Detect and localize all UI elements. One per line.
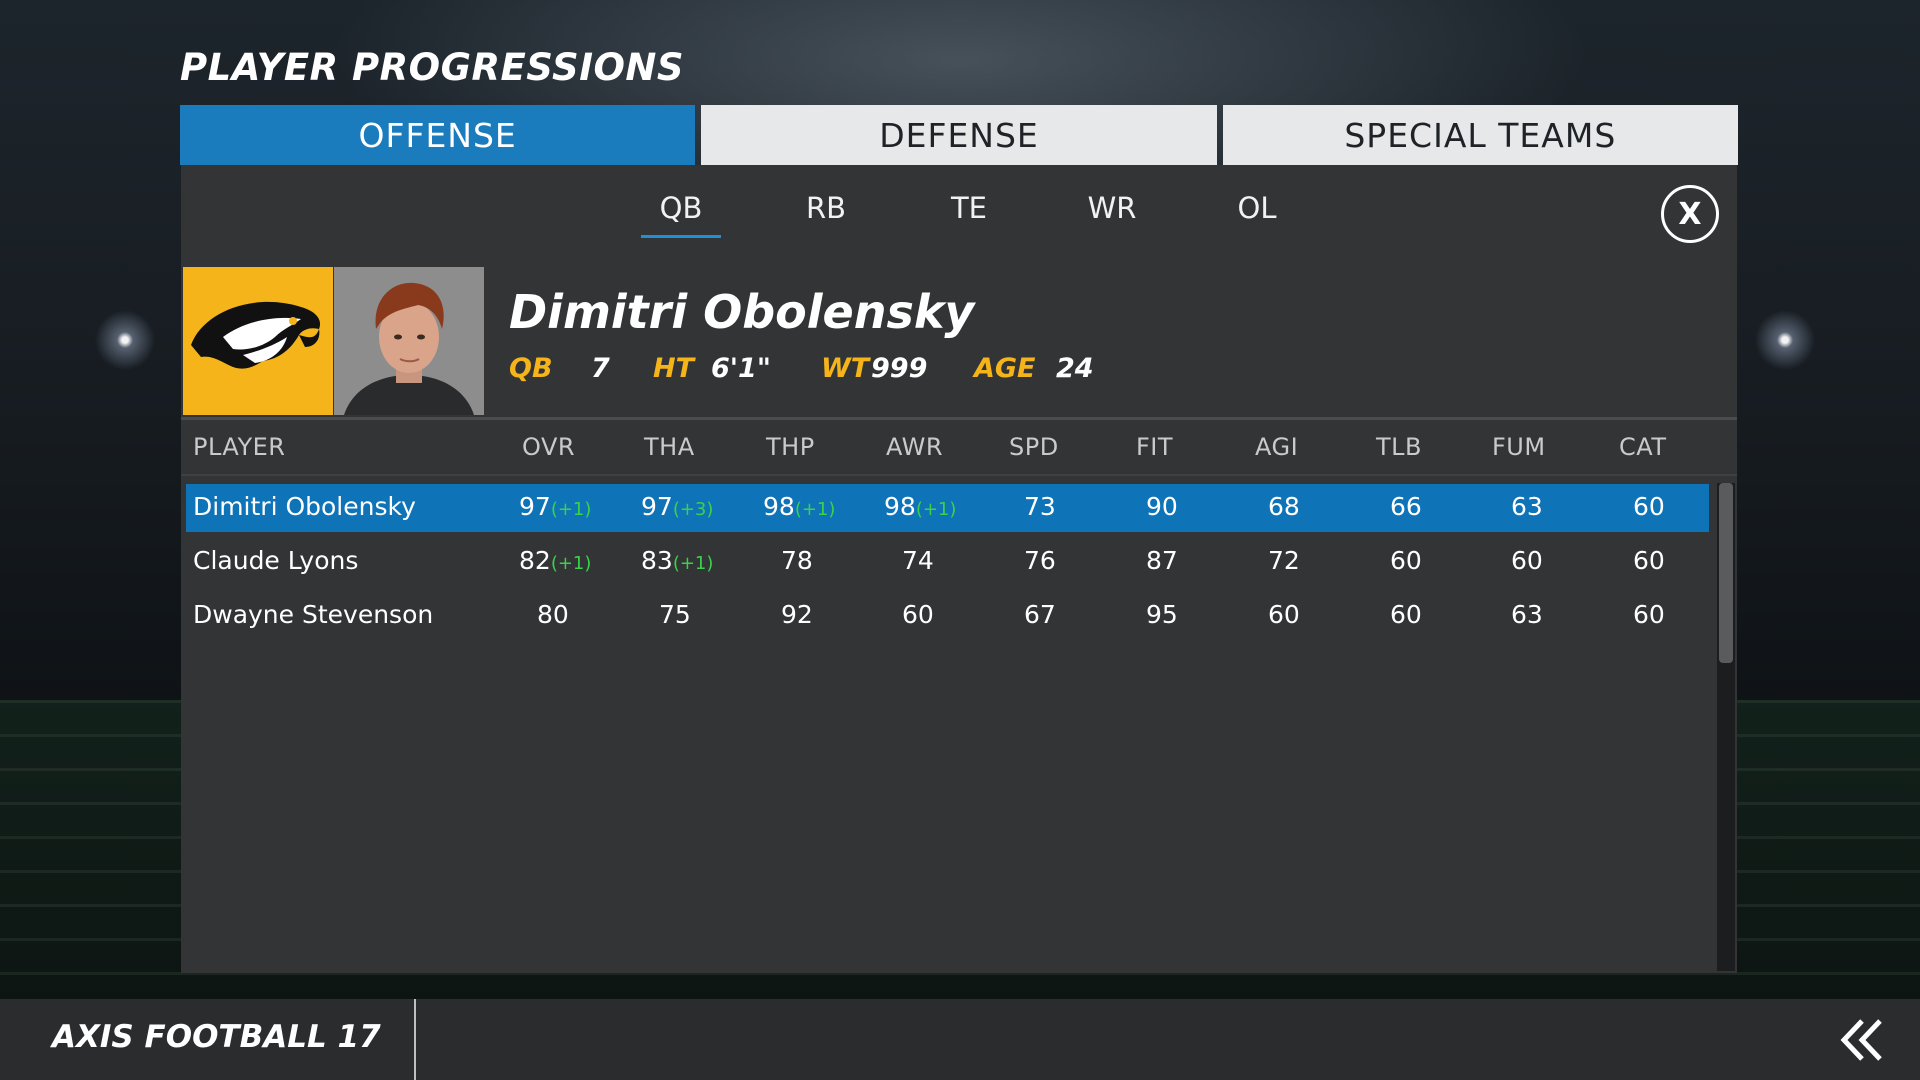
category-tabs: OFFENSE DEFENSE SPECIAL TEAMS: [180, 105, 1738, 165]
page-title: PLAYER PROGRESSIONS: [180, 46, 685, 89]
ovr-delta: (+1): [550, 553, 592, 574]
footer-divider: [414, 999, 416, 1080]
thp-cell: 78: [781, 546, 813, 575]
pos-tab-wr[interactable]: WR: [1087, 191, 1137, 225]
fum-cell: 63: [1511, 600, 1543, 629]
col-header-tlb[interactable]: TLB: [1376, 433, 1422, 461]
eagle-logo-icon: [191, 301, 321, 369]
spd-cell: 67: [1024, 600, 1056, 629]
awr-delta: (+1): [915, 499, 957, 520]
player-name-cell: Dwayne Stevenson: [193, 600, 434, 629]
tha-delta: (+3): [672, 499, 714, 520]
pos-tab-ol[interactable]: OL: [1237, 191, 1277, 225]
back-button[interactable]: [1838, 1015, 1888, 1065]
table-row[interactable]: Dwayne Stevenson 80 75 92 60 67 95 60 60…: [186, 592, 1709, 640]
header-divider: [181, 474, 1737, 476]
thp-cell: 98(+1): [763, 492, 836, 521]
height-label: HT: [653, 353, 695, 384]
awr-cell: 60: [902, 600, 934, 629]
fum-cell: 60: [1511, 546, 1543, 575]
tab-special-teams[interactable]: SPECIAL TEAMS: [1222, 105, 1738, 165]
pos-tab-rb[interactable]: RB: [805, 191, 847, 225]
fit-cell: 95: [1146, 600, 1178, 629]
tlb-cell: 60: [1390, 600, 1422, 629]
thp-cell: 92: [781, 600, 813, 629]
col-header-fum[interactable]: FUM: [1492, 433, 1546, 461]
fit-cell: 90: [1146, 492, 1178, 521]
col-header-tha[interactable]: THA: [644, 433, 695, 461]
col-header-fit[interactable]: FIT: [1136, 433, 1174, 461]
player-age: 24: [1056, 353, 1094, 384]
col-header-cat[interactable]: CAT: [1619, 433, 1667, 461]
tab-offense[interactable]: OFFENSE: [180, 105, 696, 165]
player-weight: 999: [871, 353, 928, 384]
col-header-agi[interactable]: AGI: [1255, 433, 1299, 461]
close-icon: X: [1678, 196, 1702, 232]
player-name-cell: Claude Lyons: [193, 546, 359, 575]
agi-cell: 60: [1268, 600, 1300, 629]
footer-bar: AXIS FOOTBALL 17: [0, 999, 1920, 1080]
weight-label: WT: [821, 353, 870, 384]
ovr-cell: 80: [537, 600, 569, 629]
col-header-spd[interactable]: SPD: [1009, 433, 1059, 461]
fit-cell: 87: [1146, 546, 1178, 575]
awr-cell: 98(+1): [884, 492, 957, 521]
section-divider: [181, 417, 1737, 420]
stadium-light: [95, 310, 155, 370]
table-row[interactable]: Dimitri Obolensky 97(+1) 97(+3) 98(+1) 9…: [186, 484, 1709, 532]
tha-cell: 75: [659, 600, 691, 629]
agi-cell: 72: [1268, 546, 1300, 575]
player-photo: [334, 267, 484, 415]
tab-defense[interactable]: DEFENSE: [701, 105, 1217, 165]
progressions-panel: QB RB TE WR OL X Dimitri Obolensky: [181, 165, 1737, 973]
scrollbar-thumb[interactable]: [1719, 483, 1733, 663]
ovr-cell: 97(+1): [519, 492, 592, 521]
fum-cell: 63: [1511, 492, 1543, 521]
cat-cell: 60: [1633, 492, 1665, 521]
double-chevron-left-icon: [1840, 1019, 1882, 1061]
player-name: Dimitri Obolensky: [509, 285, 975, 339]
spd-cell: 76: [1024, 546, 1056, 575]
spd-cell: 73: [1024, 492, 1056, 521]
col-header-ovr[interactable]: OVR: [522, 433, 576, 461]
pos-tab-qb[interactable]: QB: [641, 191, 721, 238]
agi-cell: 68: [1268, 492, 1300, 521]
awr-cell: 74: [902, 546, 934, 575]
player-height: 6'1": [711, 353, 771, 384]
ovr-delta: (+1): [550, 499, 592, 520]
close-button[interactable]: X: [1661, 185, 1719, 243]
player-portrait-icon: [334, 267, 484, 415]
cat-cell: 60: [1633, 600, 1665, 629]
cat-cell: 60: [1633, 546, 1665, 575]
tha-delta: (+1): [672, 553, 714, 574]
stadium-light: [1755, 310, 1815, 370]
age-label: AGE: [974, 353, 1036, 384]
team-logo: [183, 267, 333, 415]
table-row[interactable]: Claude Lyons 82(+1) 83(+1) 78 74 76 87 7…: [186, 538, 1709, 586]
ovr-cell: 82(+1): [519, 546, 592, 575]
scrollbar-track[interactable]: [1717, 483, 1735, 971]
player-name-cell: Dimitri Obolensky: [193, 492, 416, 521]
col-header-player[interactable]: PLAYER: [193, 433, 286, 461]
col-header-awr[interactable]: AWR: [886, 433, 944, 461]
tha-cell: 83(+1): [641, 546, 714, 575]
game-title: AXIS FOOTBALL 17: [52, 1019, 381, 1055]
player-position: QB: [509, 353, 553, 384]
pos-tab-te[interactable]: TE: [950, 191, 988, 225]
col-header-thp[interactable]: THP: [766, 433, 815, 461]
player-number: 7: [591, 353, 610, 384]
tha-cell: 97(+3): [641, 492, 714, 521]
thp-delta: (+1): [794, 499, 836, 520]
tlb-cell: 60: [1390, 546, 1422, 575]
tlb-cell: 66: [1390, 492, 1422, 521]
